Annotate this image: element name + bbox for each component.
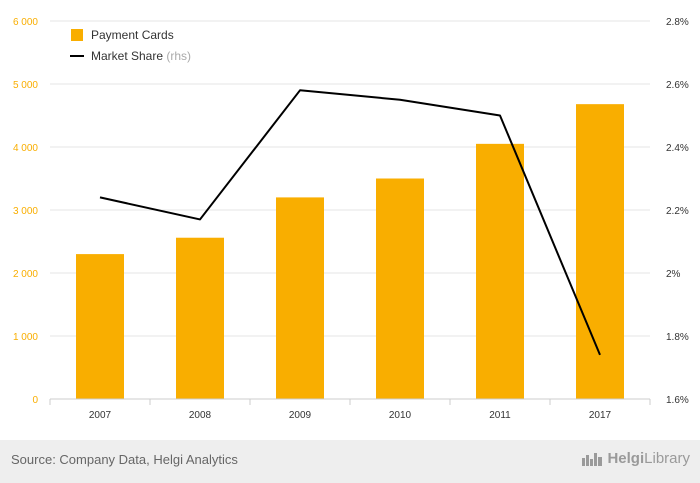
gridlines — [50, 20, 650, 337]
legend-label-market-share: Market Share (rhs) — [91, 49, 191, 63]
legend: Payment Cards Market Share (rhs) — [70, 28, 191, 63]
market-share-line — [99, 89, 601, 356]
source-note: Source: Company Data, Helgi Analytics — [11, 452, 238, 467]
x-axis-tick-label: 2009 — [289, 410, 312, 421]
x-axis-tick-label: 2010 — [389, 410, 412, 421]
left-axis-tick-label: 5 000 — [13, 80, 38, 91]
axes: 0 1 000 2 000 3 000 4 000 5 000 6 000 1.6% 1.8% 2… — [13, 17, 689, 421]
bar-series — [76, 104, 624, 399]
left-axis-tick-label: 4 000 — [13, 143, 38, 154]
right-axis-tick-label: 2.4% — [666, 143, 689, 154]
left-axis-tick-label: 0 — [32, 395, 38, 406]
right-axis-tick-label: 1.6% — [666, 395, 689, 406]
line-series — [99, 89, 601, 356]
bar — [376, 178, 424, 399]
left-axis-tick-label: 2 000 — [13, 269, 38, 280]
x-axis-tick-label: 2008 — [189, 410, 212, 421]
left-axis-tick-label: 1 000 — [13, 332, 38, 343]
right-axis-tick-label: 2% — [666, 269, 681, 280]
bar — [76, 254, 124, 399]
left-axis-tick-label: 6 000 — [13, 17, 38, 28]
legend-swatch-payment-cards — [71, 29, 83, 41]
legend-suffix-rhs: (rhs) — [166, 49, 191, 63]
brand-name: HelgiLibrary — [607, 450, 690, 467]
x-axis-tick-label: 2011 — [489, 410, 511, 421]
left-axis-tick-label: 3 000 — [13, 206, 38, 217]
brand-logo[interactable]: HelgiLibrary — [581, 450, 690, 467]
right-axis-tick-label: 1.8% — [666, 332, 689, 343]
legend-label-payment-cards: Payment Cards — [91, 28, 174, 42]
right-axis-tick-label: 2.2% — [666, 206, 689, 217]
chart: 0 1 000 2 000 3 000 4 000 5 000 6 000 1.6% 1.8% 2… — [13, 17, 689, 421]
x-axis-tick-label: 2017 — [589, 410, 612, 421]
brand-suffix: Library — [644, 450, 690, 467]
bar — [176, 237, 224, 399]
bar — [576, 104, 624, 399]
bar — [276, 197, 324, 399]
city-skyline-icon — [582, 452, 603, 466]
brand-prefix: Helgi — [607, 450, 645, 467]
right-axis-tick-label: 2.8% — [666, 17, 689, 28]
bar — [476, 143, 524, 399]
footer: Source: Company Data, Helgi Analytics He… — [0, 440, 700, 483]
right-axis-tick-label: 2.6% — [666, 80, 689, 91]
x-axis-tick-label: 2007 — [89, 410, 112, 421]
